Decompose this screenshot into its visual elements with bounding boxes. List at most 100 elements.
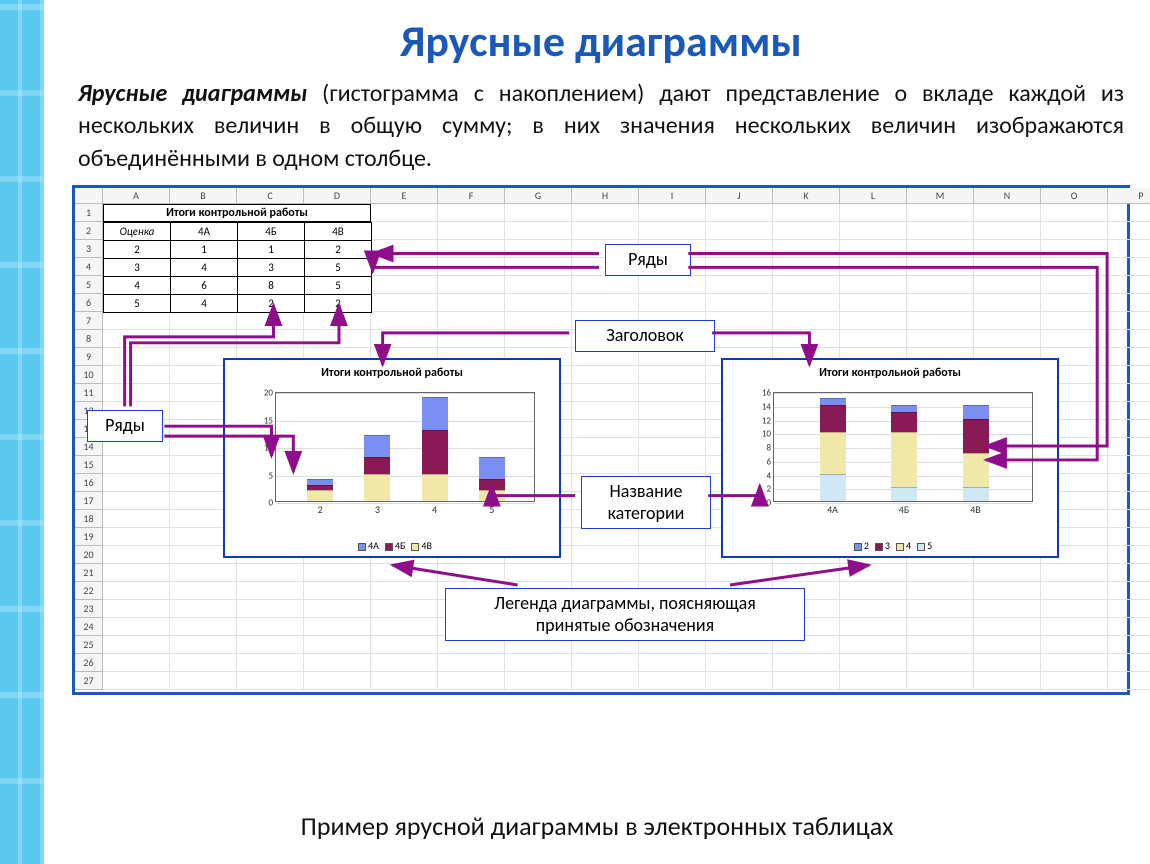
- cell: [1108, 654, 1150, 672]
- cell: [103, 510, 170, 528]
- cell: [103, 618, 170, 636]
- cell: [706, 240, 773, 258]
- cell: [103, 600, 170, 618]
- cell: [773, 276, 840, 294]
- cell: [103, 636, 170, 654]
- table-header-cell: Оценка: [104, 223, 171, 241]
- chart-left-legend: 4А4Б4В: [225, 539, 559, 552]
- cell: [1108, 312, 1150, 330]
- chart-left-plot: 051015202345: [275, 392, 535, 502]
- chart-right-title: Итоги контрольной работы: [723, 360, 1057, 380]
- cell: [170, 600, 237, 618]
- table-cell: 3: [238, 259, 305, 277]
- row-header: 4: [75, 258, 103, 276]
- spreadsheet-frame: ABCDEFGHIJKLMNOP123456789101112131415161…: [72, 185, 1130, 695]
- table-header-cell: 4Б: [238, 223, 305, 241]
- bar-segment: [479, 479, 505, 490]
- row-header: 22: [75, 582, 103, 600]
- cell: [840, 240, 907, 258]
- cell: [1041, 654, 1108, 672]
- cell: [1108, 456, 1150, 474]
- table-cell: 4: [104, 277, 171, 295]
- cell: [1108, 258, 1150, 276]
- cell: [103, 528, 170, 546]
- cell: [103, 456, 170, 474]
- cell: [371, 672, 438, 690]
- cell: [1041, 672, 1108, 690]
- chart-left-title: Итоги контрольной работы: [225, 360, 559, 380]
- cell: [974, 672, 1041, 690]
- cell: [840, 582, 907, 600]
- cell: [170, 330, 237, 348]
- cell: [639, 204, 706, 222]
- col-header: N: [974, 188, 1041, 204]
- cell: [572, 294, 639, 312]
- bar-segment: [364, 435, 390, 457]
- cell: [505, 222, 572, 240]
- stacked-bar: [479, 457, 505, 501]
- cell: [974, 222, 1041, 240]
- callout-category: Название категории: [581, 476, 711, 529]
- row-header: 26: [75, 654, 103, 672]
- cell: [1108, 528, 1150, 546]
- chart-right-legend: 2345: [723, 539, 1057, 552]
- cell: [103, 312, 170, 330]
- col-header: A: [103, 188, 170, 204]
- cell: [237, 330, 304, 348]
- stacked-bar: [364, 435, 390, 501]
- col-header: E: [371, 188, 438, 204]
- cell: [974, 258, 1041, 276]
- stacked-bar: [963, 405, 989, 501]
- cell: [438, 654, 505, 672]
- cell: [1108, 330, 1150, 348]
- cell: [1108, 384, 1150, 402]
- cell: [1108, 204, 1150, 222]
- row-header: 6: [75, 294, 103, 312]
- cell: [572, 564, 639, 582]
- cell: [773, 330, 840, 348]
- cell: [1041, 582, 1108, 600]
- cell: [170, 636, 237, 654]
- table-cell: 1: [171, 241, 238, 259]
- cell: [974, 294, 1041, 312]
- cell: [438, 276, 505, 294]
- cell: [840, 294, 907, 312]
- cell: [1108, 240, 1150, 258]
- cell: [572, 366, 639, 384]
- callout-legend: Легенда диаграммы, поясняющая принятые о…: [445, 588, 805, 641]
- cell: [170, 618, 237, 636]
- row-header: 10: [75, 366, 103, 384]
- row-header: 18: [75, 510, 103, 528]
- cell: [1108, 600, 1150, 618]
- bar-segment: [422, 430, 448, 474]
- cell: [907, 636, 974, 654]
- row-header: 15: [75, 456, 103, 474]
- stacked-bar: [422, 397, 448, 502]
- cell: [840, 564, 907, 582]
- cell: [438, 564, 505, 582]
- cell: [438, 258, 505, 276]
- cell: [371, 258, 438, 276]
- desc-bold: Ярусные диаграммы: [78, 79, 307, 108]
- cell: [907, 564, 974, 582]
- cell: [237, 582, 304, 600]
- bar-segment: [364, 474, 390, 502]
- cell: [237, 654, 304, 672]
- cell: [237, 618, 304, 636]
- bar-segment: [820, 405, 846, 433]
- cell: [572, 222, 639, 240]
- data-table-cells: Оценка4А4Б4В2112343546855422: [103, 222, 372, 313]
- cell: [706, 276, 773, 294]
- cell: [371, 204, 438, 222]
- col-header: P: [1108, 188, 1150, 204]
- cell: [505, 204, 572, 222]
- cell: [840, 618, 907, 636]
- data-table: Итоги контрольной работы Оценка4А4Б4В211…: [103, 204, 372, 313]
- row-header: 23: [75, 600, 103, 618]
- callout-rows-right: Ряды: [605, 244, 691, 276]
- cell: [304, 312, 371, 330]
- cell: [103, 654, 170, 672]
- cell: [572, 456, 639, 474]
- cell: [907, 600, 974, 618]
- cell: [371, 618, 438, 636]
